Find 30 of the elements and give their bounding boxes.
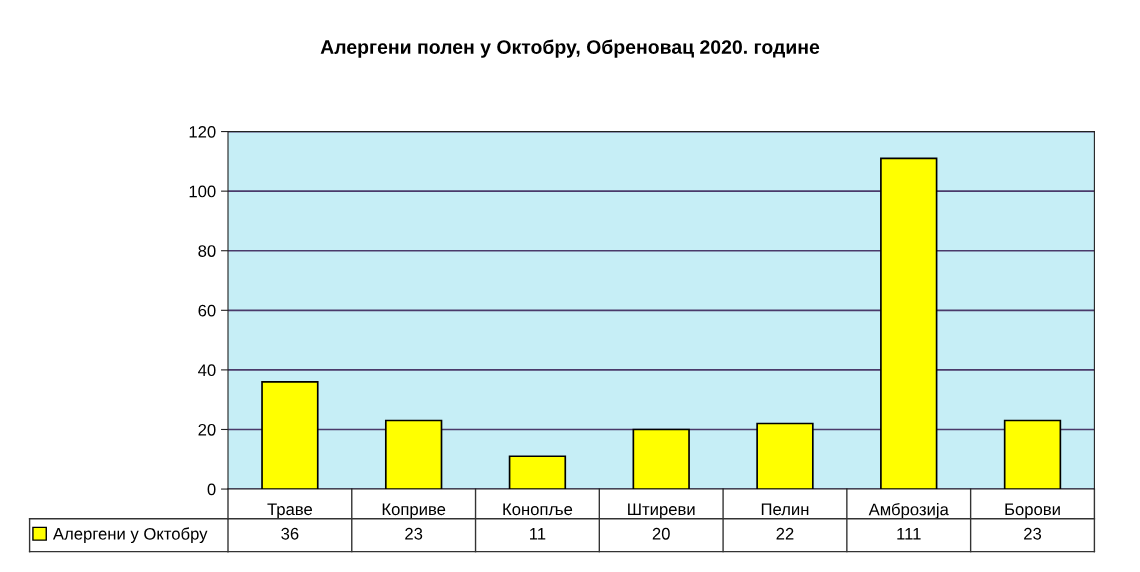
bar bbox=[880, 157, 938, 490]
data-label: 22 bbox=[776, 527, 794, 540]
chart-title: Алергени полен у Октобру, Обреновац 2020. године bbox=[320, 39, 820, 58]
y-tick-label: 80 bbox=[198, 245, 216, 257]
x-tick-label: Борови bbox=[1005, 503, 1060, 519]
x-tick-label: Траве bbox=[267, 503, 313, 519]
bar bbox=[632, 428, 690, 490]
y-tick-label: 20 bbox=[198, 423, 216, 436]
y-tick-label: 0 bbox=[207, 483, 216, 496]
bar bbox=[384, 419, 443, 490]
data-label: 23 bbox=[1024, 527, 1042, 540]
bar bbox=[508, 455, 567, 490]
data-label: 36 bbox=[281, 527, 299, 540]
data-label: 11 bbox=[530, 528, 546, 540]
legend-label: Алергени у Октобру bbox=[52, 527, 208, 544]
y-tick-label: 40 bbox=[198, 364, 216, 377]
bar bbox=[756, 422, 814, 490]
data-label: 111 bbox=[897, 528, 921, 540]
bar bbox=[261, 380, 319, 490]
data-label: 23 bbox=[405, 527, 423, 540]
x-tick-label: Амброзија bbox=[868, 502, 949, 519]
y-tick-label: 120 bbox=[189, 125, 216, 138]
y-tick-label: 60 bbox=[198, 304, 216, 317]
data-label: 20 bbox=[652, 527, 670, 540]
x-tick-label: Конопље bbox=[503, 503, 573, 516]
x-tick-label: Пелин bbox=[761, 503, 809, 516]
y-tick-label: 100 bbox=[189, 185, 216, 198]
bar bbox=[1003, 419, 1062, 490]
x-tick-label: Штиреви bbox=[628, 503, 695, 519]
x-tick-label: Коприве bbox=[382, 503, 446, 519]
